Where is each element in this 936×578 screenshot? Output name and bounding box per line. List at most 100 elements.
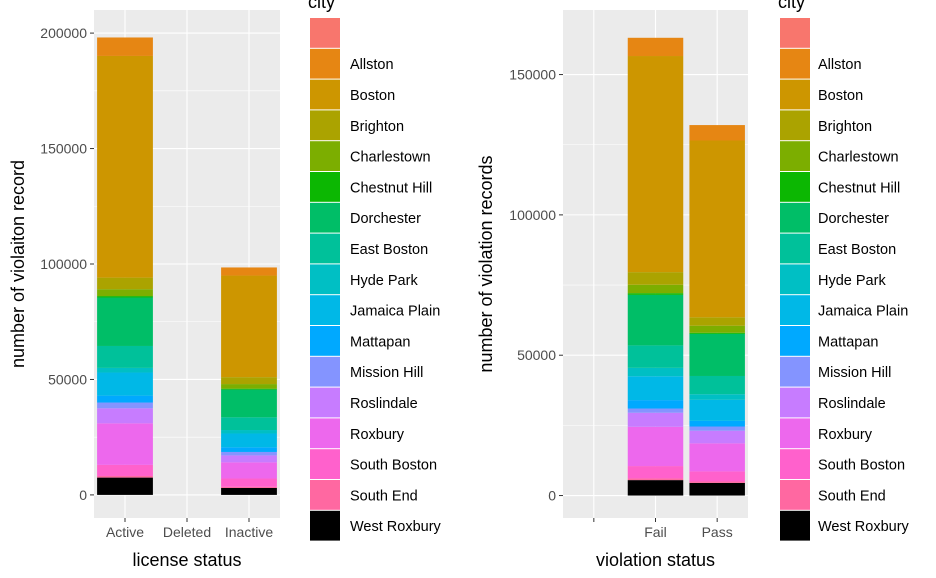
bar-segment-south-end (97, 475, 153, 478)
bar-segment-charlestown (97, 289, 153, 297)
y-tick-label: 0 (79, 487, 87, 503)
bar-segment-chestnut-hill (689, 332, 745, 334)
bar-segment-roxbury (97, 423, 153, 465)
bar-segment-jamaica-plain (627, 376, 684, 401)
legend-key (780, 510, 810, 541)
y-tick-label: 100000 (40, 256, 87, 272)
legend-label: West Roxbury (350, 519, 442, 535)
legend-key (310, 264, 340, 295)
legend-key (310, 356, 340, 387)
legend-label: South End (818, 488, 886, 504)
legend-key (780, 48, 810, 79)
bar-segment-west-roxbury (689, 482, 745, 496)
legend-key (310, 172, 340, 202)
legend-key (780, 110, 810, 141)
bar-segment-boston (627, 56, 684, 273)
legend-key (780, 202, 810, 233)
bar-segment-chestnut-hill (627, 293, 684, 295)
bar-segment-south-end (627, 478, 684, 481)
bar-segment-jamaica-plain (221, 433, 277, 448)
legend-key (780, 172, 810, 202)
x-axis-title: license status (132, 550, 241, 570)
legend-label: Dorchester (818, 211, 889, 227)
legend-key (310, 233, 340, 264)
bar-segment-mission-hill (221, 451, 277, 456)
legend-label: Charlestown (350, 150, 431, 166)
x-tick-label: Active (106, 524, 144, 540)
legend-key (780, 356, 810, 387)
bar-segment-brighton (97, 277, 153, 290)
x-tick-label: Inactive (225, 524, 273, 540)
bar-segment-mattapan (97, 395, 153, 403)
bar-segment-west-roxbury (627, 480, 684, 496)
y-tick-label: 150000 (509, 67, 556, 83)
bar-segment-hyde-park (97, 367, 153, 373)
bar-segment-chestnut-hill (97, 296, 153, 298)
legend-label: Roslindale (818, 396, 886, 412)
bar-segment-hyde-park (689, 394, 745, 400)
legend-key (780, 418, 810, 449)
bar-segment-allston (221, 267, 277, 276)
x-tick-label: Pass (702, 524, 733, 540)
bar-segment-mission-hill (97, 402, 153, 409)
legend-key (780, 264, 810, 295)
legend-key (310, 110, 340, 141)
legend-label: Mission Hill (350, 365, 423, 381)
legend-label: Roxbury (350, 427, 405, 443)
legend-label: Boston (350, 88, 395, 104)
bar-segment-charlestown (689, 325, 745, 333)
bar-segment-brighton (221, 377, 277, 385)
legend-key (310, 48, 340, 79)
legend-key (310, 449, 340, 479)
bar-segment-brighton (627, 272, 684, 285)
bar-segment-boston (221, 275, 277, 378)
bar-segment-roslindale (221, 455, 277, 463)
legend-label: Jamaica Plain (350, 304, 440, 320)
legend: city Allston Boston Brighton Charlestown Ches… (308, 0, 442, 541)
legend-key (310, 295, 340, 325)
legend-key (310, 418, 340, 449)
bar-segment-boston (689, 140, 745, 318)
legend-label: Chestnut Hill (350, 180, 432, 196)
bar-segment-south-boston (627, 466, 684, 479)
bar-segment-roslindale (689, 430, 745, 444)
x-tick-label: Fail (644, 524, 667, 540)
legend-title: city (778, 0, 805, 12)
bar-segment-south-end (689, 481, 745, 483)
x-axis-title: violation status (596, 550, 715, 570)
bar-segment-mattapan (627, 400, 684, 409)
y-tick-label: 50000 (48, 371, 87, 387)
bar-segment-allston (689, 125, 745, 141)
y-tick-label: 150000 (40, 141, 87, 157)
legend-key (780, 326, 810, 356)
bar-segment-roxbury (221, 462, 277, 479)
bar-segment-mission-hill (689, 426, 745, 431)
legend-title: city (308, 0, 335, 12)
chart-1: 0 50000 100000 150000 200000 Active Deleted Ina… (8, 0, 442, 570)
legend-key (310, 480, 340, 510)
legend-label: Chestnut Hill (818, 180, 900, 196)
legend-label: East Boston (818, 242, 896, 258)
bar-segment-east-boston (689, 375, 745, 395)
legend-key (780, 387, 810, 418)
bar-segment-south-end (221, 486, 277, 488)
bar-segment-east-boston (627, 345, 684, 368)
bar-segment-dorchester (97, 297, 153, 346)
bar-segment-roxbury (689, 443, 745, 472)
legend-label: Brighton (818, 119, 872, 135)
legend: city Allston Boston Brighton Charlestown Ches… (778, 0, 910, 541)
y-axis-title: number of violation records (476, 155, 496, 372)
bar-segment-mattapan (689, 420, 745, 427)
legend-key (780, 141, 810, 171)
x-tick-label: Deleted (163, 524, 211, 540)
legend-label: West Roxbury (818, 519, 910, 535)
bar-segment-roslindale (97, 408, 153, 424)
bar-segment-charlestown (221, 384, 277, 389)
bar-segment-brighton (689, 317, 745, 326)
bar-segment-roxbury (627, 426, 684, 467)
bar-segment-mission-hill (627, 408, 684, 413)
bar-segment-east-boston (221, 417, 277, 431)
legend-label: Allston (350, 57, 394, 73)
bar-segment-south-boston (221, 478, 277, 487)
bar-segment-chestnut-hill (221, 388, 277, 390)
